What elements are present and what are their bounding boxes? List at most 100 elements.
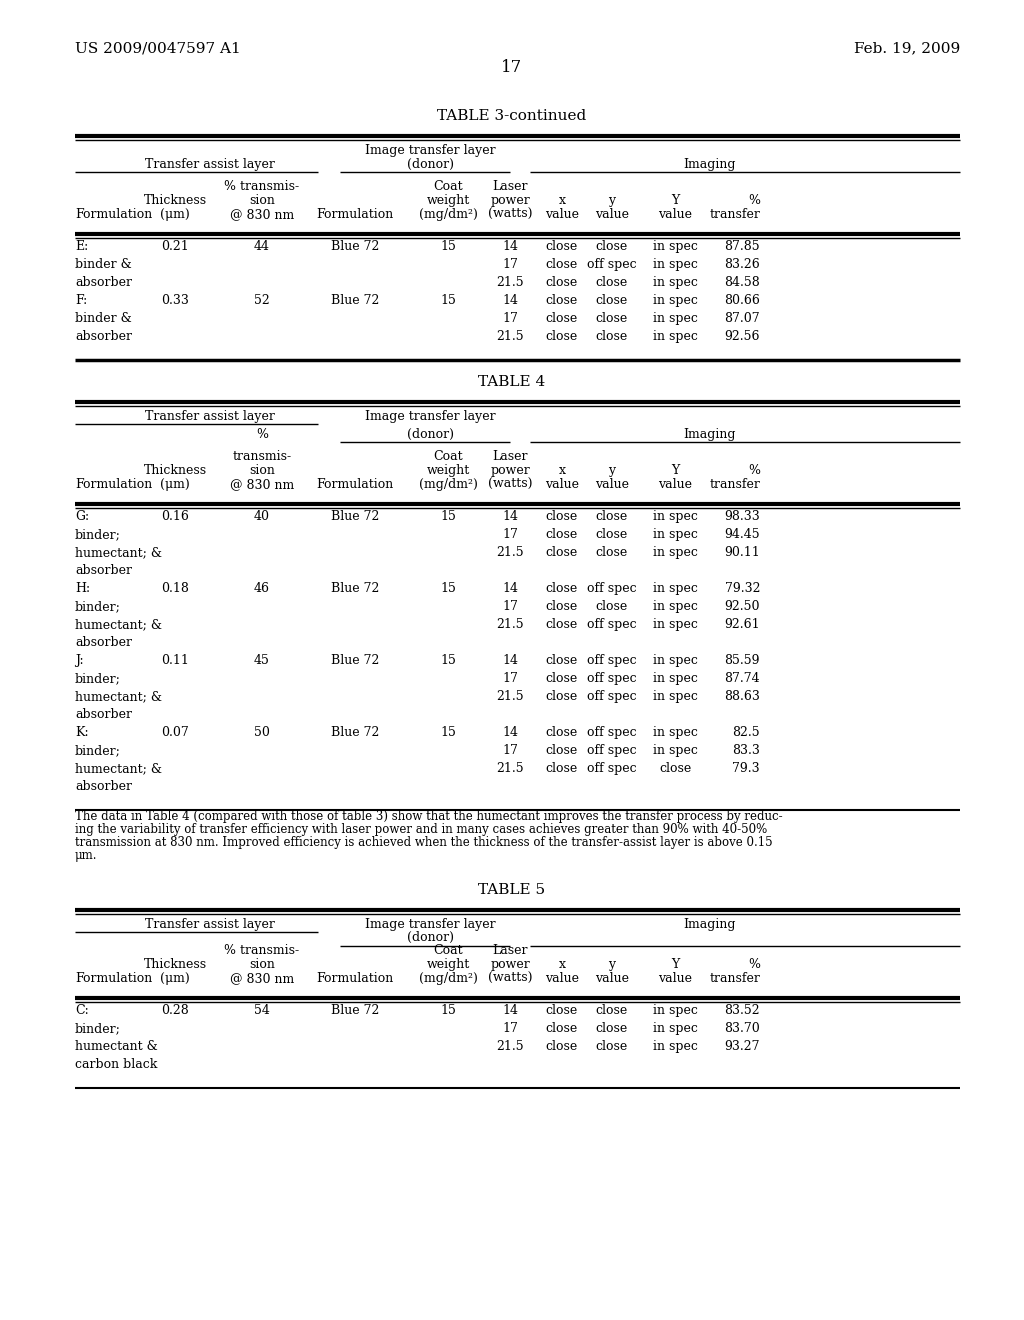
Text: 83.70: 83.70 xyxy=(724,1022,760,1035)
Text: Image transfer layer: Image transfer layer xyxy=(365,917,496,931)
Text: 87.07: 87.07 xyxy=(724,312,760,325)
Text: close: close xyxy=(546,257,579,271)
Text: absorber: absorber xyxy=(75,564,132,577)
Text: 84.58: 84.58 xyxy=(724,276,760,289)
Text: carbon black: carbon black xyxy=(75,1059,158,1071)
Text: x: x xyxy=(558,465,565,477)
Text: 45: 45 xyxy=(254,653,270,667)
Text: in spec: in spec xyxy=(652,653,697,667)
Text: 83.52: 83.52 xyxy=(724,1005,760,1016)
Text: close: close xyxy=(546,1040,579,1053)
Text: 93.27: 93.27 xyxy=(725,1040,760,1053)
Text: absorber: absorber xyxy=(75,780,132,793)
Text: 21.5: 21.5 xyxy=(497,762,524,775)
Text: close: close xyxy=(546,726,579,739)
Text: in spec: in spec xyxy=(652,276,697,289)
Text: 83.26: 83.26 xyxy=(724,257,760,271)
Text: close: close xyxy=(596,546,628,558)
Text: 85.59: 85.59 xyxy=(725,653,760,667)
Text: Laser: Laser xyxy=(493,944,527,957)
Text: Blue 72: Blue 72 xyxy=(331,240,379,253)
Text: K:: K: xyxy=(75,726,89,739)
Text: Transfer assist layer: Transfer assist layer xyxy=(145,158,274,172)
Text: 21.5: 21.5 xyxy=(497,546,524,558)
Text: 0.28: 0.28 xyxy=(161,1005,188,1016)
Text: 90.11: 90.11 xyxy=(724,546,760,558)
Text: (mg/dm²): (mg/dm²) xyxy=(419,478,477,491)
Text: J:: J: xyxy=(75,653,84,667)
Text: Imaging: Imaging xyxy=(684,158,736,172)
Text: 92.56: 92.56 xyxy=(725,330,760,343)
Text: (watts): (watts) xyxy=(487,209,532,220)
Text: close: close xyxy=(596,601,628,612)
Text: y: y xyxy=(608,465,615,477)
Text: close: close xyxy=(546,276,579,289)
Text: 0.18: 0.18 xyxy=(161,582,189,595)
Text: in spec: in spec xyxy=(652,330,697,343)
Text: close: close xyxy=(596,528,628,541)
Text: transfer: transfer xyxy=(710,972,760,985)
Text: (donor): (donor) xyxy=(407,158,454,172)
Text: Blue 72: Blue 72 xyxy=(331,653,379,667)
Text: ing the variability of transfer efficiency with laser power and in many cases ac: ing the variability of transfer efficien… xyxy=(75,822,767,836)
Text: value: value xyxy=(545,209,579,220)
Text: value: value xyxy=(595,478,629,491)
Text: Coat: Coat xyxy=(433,450,463,463)
Text: value: value xyxy=(545,478,579,491)
Text: 46: 46 xyxy=(254,582,270,595)
Text: in spec: in spec xyxy=(652,672,697,685)
Text: close: close xyxy=(546,744,579,756)
Text: in spec: in spec xyxy=(652,1005,697,1016)
Text: 0.07: 0.07 xyxy=(161,726,188,739)
Text: %: % xyxy=(748,465,760,477)
Text: close: close xyxy=(546,528,579,541)
Text: in spec: in spec xyxy=(652,601,697,612)
Text: close: close xyxy=(546,510,579,523)
Text: (μm): (μm) xyxy=(160,478,189,491)
Text: Blue 72: Blue 72 xyxy=(331,726,379,739)
Text: H:: H: xyxy=(75,582,90,595)
Text: binder &: binder & xyxy=(75,257,132,271)
Text: 0.33: 0.33 xyxy=(161,294,189,308)
Text: (μm): (μm) xyxy=(160,972,189,985)
Text: 14: 14 xyxy=(502,653,518,667)
Text: (mg/dm²): (mg/dm²) xyxy=(419,972,477,985)
Text: in spec: in spec xyxy=(652,1022,697,1035)
Text: 88.63: 88.63 xyxy=(724,690,760,704)
Text: transmis-: transmis- xyxy=(232,450,292,463)
Text: 83.3: 83.3 xyxy=(732,744,760,756)
Text: absorber: absorber xyxy=(75,636,132,649)
Text: value: value xyxy=(658,209,692,220)
Text: Blue 72: Blue 72 xyxy=(331,582,379,595)
Text: close: close xyxy=(596,240,628,253)
Text: close: close xyxy=(546,690,579,704)
Text: off spec: off spec xyxy=(587,257,637,271)
Text: 17: 17 xyxy=(502,312,518,325)
Text: 15: 15 xyxy=(440,240,456,253)
Text: in spec: in spec xyxy=(652,690,697,704)
Text: Thickness: Thickness xyxy=(143,465,207,477)
Text: μm.: μm. xyxy=(75,849,97,862)
Text: close: close xyxy=(658,762,691,775)
Text: Laser: Laser xyxy=(493,180,527,193)
Text: off spec: off spec xyxy=(587,618,637,631)
Text: 15: 15 xyxy=(440,582,456,595)
Text: 21.5: 21.5 xyxy=(497,690,524,704)
Text: weight: weight xyxy=(426,194,470,207)
Text: close: close xyxy=(596,330,628,343)
Text: (donor): (donor) xyxy=(407,931,454,944)
Text: in spec: in spec xyxy=(652,294,697,308)
Text: x: x xyxy=(558,194,565,207)
Text: 14: 14 xyxy=(502,1005,518,1016)
Text: in spec: in spec xyxy=(652,582,697,595)
Text: Formulation: Formulation xyxy=(75,478,153,491)
Text: weight: weight xyxy=(426,465,470,477)
Text: value: value xyxy=(595,972,629,985)
Text: 79.32: 79.32 xyxy=(725,582,760,595)
Text: Blue 72: Blue 72 xyxy=(331,294,379,308)
Text: 15: 15 xyxy=(440,653,456,667)
Text: Y: Y xyxy=(671,465,679,477)
Text: 0.21: 0.21 xyxy=(161,240,188,253)
Text: Thickness: Thickness xyxy=(143,958,207,972)
Text: 17: 17 xyxy=(502,744,518,756)
